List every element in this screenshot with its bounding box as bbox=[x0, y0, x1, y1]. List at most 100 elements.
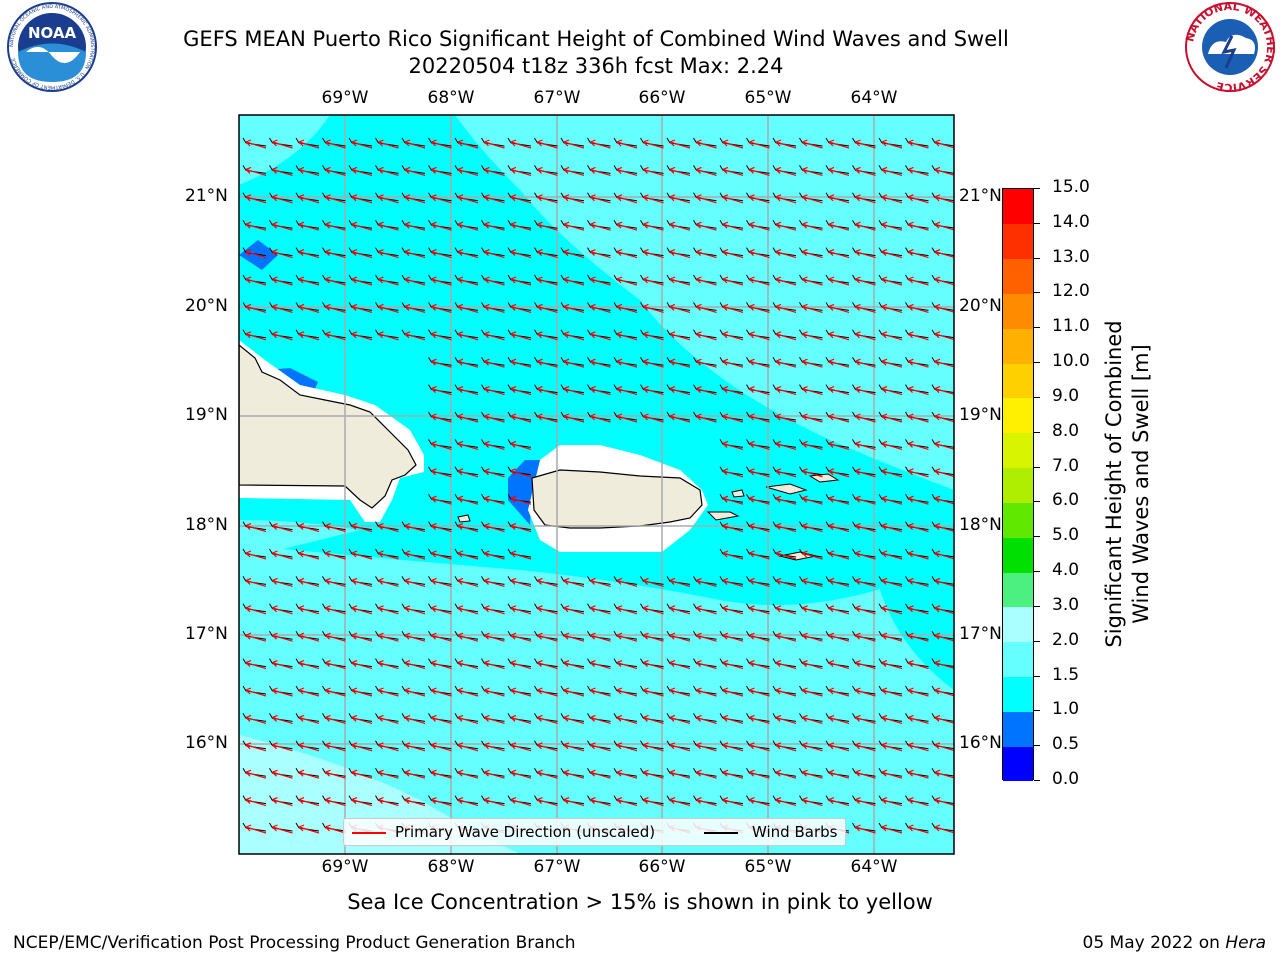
barb-glyph bbox=[375, 137, 399, 149]
barb-glyph bbox=[534, 384, 558, 396]
barb-glyph bbox=[878, 548, 903, 560]
wave-direction-swatch bbox=[352, 832, 386, 834]
barb-glyph bbox=[454, 192, 479, 204]
barb-glyph bbox=[507, 658, 532, 670]
barb-glyph bbox=[772, 274, 797, 286]
barb-glyph bbox=[905, 192, 929, 204]
colorbar-segment bbox=[1003, 328, 1033, 364]
barb-glyph bbox=[507, 439, 532, 450]
barb-glyph bbox=[613, 603, 638, 615]
barb-glyph bbox=[613, 658, 638, 670]
barb-glyph bbox=[613, 740, 638, 752]
barb-glyph bbox=[772, 658, 797, 670]
barb-glyph bbox=[799, 302, 823, 313]
barb-glyph bbox=[825, 219, 850, 231]
barb-glyph bbox=[269, 603, 293, 615]
barb-glyph bbox=[905, 466, 929, 478]
barb-glyph bbox=[640, 603, 664, 615]
barb-glyph bbox=[560, 658, 585, 670]
barb-glyph bbox=[852, 493, 876, 505]
barb-glyph bbox=[852, 548, 876, 560]
barb-glyph bbox=[640, 329, 664, 341]
barb-glyph bbox=[322, 576, 346, 587]
lat-label-left: 21°N bbox=[185, 186, 228, 206]
barb-glyph bbox=[428, 658, 452, 670]
barb-glyph bbox=[772, 466, 797, 478]
barb-glyph bbox=[878, 740, 903, 752]
barb-glyph bbox=[746, 439, 770, 450]
barb-glyph bbox=[454, 466, 479, 478]
barb-glyph bbox=[746, 521, 770, 533]
colorbar-segment bbox=[1003, 432, 1033, 469]
barb-glyph bbox=[613, 219, 638, 231]
lat-label-right: 21°N bbox=[959, 186, 1002, 206]
barb-glyph bbox=[772, 247, 797, 259]
barb-glyph bbox=[905, 713, 929, 724]
barb-glyph bbox=[852, 466, 876, 478]
barb-glyph bbox=[534, 630, 558, 642]
barb-glyph bbox=[878, 219, 903, 231]
barb-glyph bbox=[746, 356, 770, 368]
barb-glyph bbox=[825, 658, 850, 670]
barb-glyph bbox=[507, 493, 532, 505]
barb-glyph bbox=[507, 576, 532, 587]
barb-glyph bbox=[719, 165, 744, 176]
barb-glyph bbox=[772, 219, 797, 231]
barb-glyph bbox=[481, 548, 505, 560]
barb-glyph bbox=[454, 685, 479, 697]
barb-glyph bbox=[905, 685, 929, 697]
barb-glyph bbox=[560, 384, 585, 396]
barb-glyph bbox=[613, 329, 638, 341]
barb-glyph bbox=[534, 274, 558, 286]
barb-glyph bbox=[348, 548, 373, 560]
barb-glyph bbox=[454, 384, 479, 396]
barb-glyph bbox=[560, 137, 585, 149]
barb-glyph bbox=[825, 192, 850, 204]
graticule bbox=[239, 115, 954, 854]
barb-glyph bbox=[348, 165, 373, 176]
barb-glyph bbox=[666, 713, 691, 724]
barb-glyph bbox=[852, 302, 876, 313]
barb-glyph bbox=[481, 302, 505, 313]
barb-glyph bbox=[613, 302, 638, 313]
barb-glyph bbox=[587, 356, 611, 368]
barb-glyph bbox=[534, 576, 558, 587]
barb-glyph bbox=[878, 247, 903, 259]
barb-glyph bbox=[348, 521, 373, 533]
barb-glyph bbox=[878, 822, 903, 834]
colorbar-segment bbox=[1003, 293, 1033, 329]
barb-glyph bbox=[719, 493, 744, 505]
barb-glyph bbox=[931, 329, 954, 341]
barb-glyph bbox=[613, 767, 638, 779]
barb-glyph bbox=[931, 548, 954, 560]
barb-glyph bbox=[825, 795, 850, 807]
lat-label-left: 19°N bbox=[185, 405, 228, 425]
barb-glyph bbox=[454, 274, 479, 286]
barb-glyph bbox=[507, 247, 532, 259]
lat-label-right: 16°N bbox=[959, 733, 1002, 753]
barb-glyph bbox=[587, 247, 611, 259]
barb-glyph bbox=[746, 658, 770, 670]
barb-glyph bbox=[507, 356, 532, 368]
light-region-south bbox=[239, 545, 954, 854]
barb-glyph bbox=[799, 685, 823, 697]
barb-glyph bbox=[719, 137, 744, 149]
barb-glyph bbox=[693, 411, 717, 423]
barb-glyph bbox=[348, 603, 373, 615]
colorbar-segment bbox=[1003, 606, 1033, 643]
barb-glyph bbox=[322, 685, 346, 697]
barb-glyph bbox=[931, 630, 954, 642]
colorbar-label: Significant Height of Combined Wind Wave… bbox=[1101, 320, 1155, 647]
barb-glyph bbox=[348, 219, 373, 231]
barb-glyph bbox=[666, 302, 691, 313]
barb-glyph bbox=[560, 630, 585, 642]
barb-glyph bbox=[242, 329, 267, 341]
barb-glyph bbox=[560, 247, 585, 259]
barb-glyph bbox=[719, 302, 744, 313]
barb-glyph bbox=[931, 493, 954, 505]
barb-glyph bbox=[560, 576, 585, 587]
barb-glyph bbox=[401, 274, 426, 286]
lon-label-bottom: 67°W bbox=[533, 857, 581, 877]
barb-glyph bbox=[375, 302, 399, 313]
barb-glyph bbox=[772, 576, 797, 587]
